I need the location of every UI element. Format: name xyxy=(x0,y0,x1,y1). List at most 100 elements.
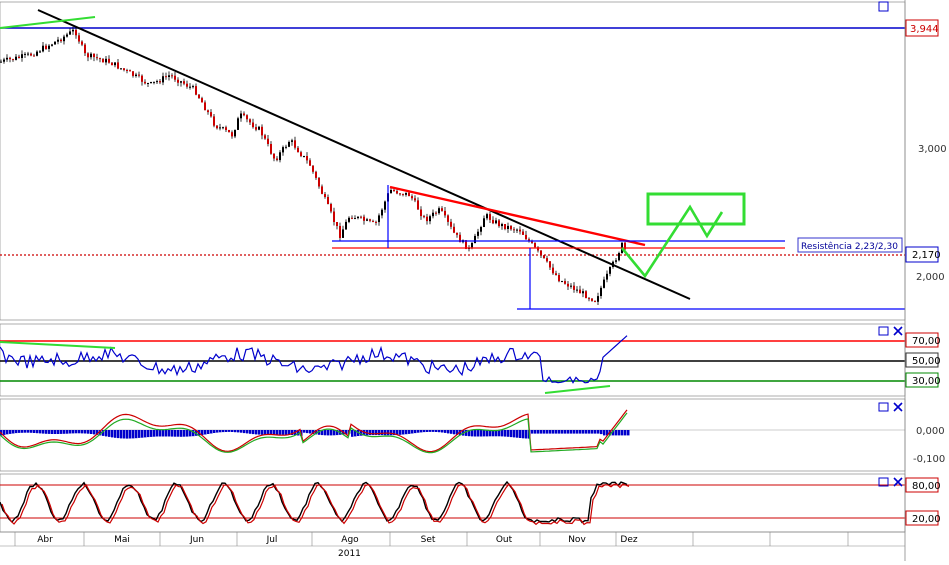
macd-bar xyxy=(183,430,186,437)
macd-bar xyxy=(315,430,318,435)
macd-line-red xyxy=(0,409,628,453)
price-label-2000: 2,000 xyxy=(916,272,945,283)
main-downtrend-line xyxy=(37,9,691,300)
macd-bar xyxy=(156,430,159,437)
candle-body xyxy=(561,281,563,283)
macd-bar xyxy=(597,430,600,434)
macd-bar xyxy=(21,430,24,433)
candle-body xyxy=(171,75,173,77)
candle-body xyxy=(168,75,170,77)
macd-bar xyxy=(264,430,267,435)
macd-bar xyxy=(81,430,84,434)
candle-body xyxy=(96,57,98,59)
macd-bar xyxy=(237,430,240,433)
candle-body xyxy=(540,250,542,256)
candle-body xyxy=(93,53,95,58)
macd-bar xyxy=(468,430,471,437)
candle-body xyxy=(0,61,2,63)
macd-histogram xyxy=(0,430,630,439)
macd-bar xyxy=(570,430,573,434)
macd-bar xyxy=(429,430,432,432)
macd-bar xyxy=(498,430,501,437)
macd-line-green xyxy=(0,412,628,454)
macd-bar xyxy=(522,430,525,439)
candle-body xyxy=(531,241,533,243)
macd-bar xyxy=(15,430,18,434)
rsi-panel xyxy=(0,323,906,397)
candle-body xyxy=(315,171,317,178)
macd-bar xyxy=(516,430,519,438)
candle-body xyxy=(159,81,161,83)
rsi-divergence-line-1 xyxy=(0,341,116,349)
stochastic-line-red xyxy=(1,483,630,526)
candle-body xyxy=(228,130,230,133)
candle-body xyxy=(147,83,149,84)
macd-bar xyxy=(543,430,546,434)
macd-bar xyxy=(396,430,399,435)
candle-body xyxy=(300,152,302,157)
macd-bar xyxy=(57,430,60,434)
macd-bar xyxy=(492,430,495,437)
candle-body xyxy=(423,216,425,218)
candle-body xyxy=(606,273,608,280)
candle-body xyxy=(279,152,281,161)
macd-bar xyxy=(84,430,87,434)
macd-bar xyxy=(249,430,252,434)
candle-body xyxy=(12,59,14,61)
macd-bar xyxy=(573,430,576,434)
candle-body xyxy=(588,298,590,300)
macd-bar xyxy=(576,430,579,434)
macd-bar xyxy=(120,430,123,439)
candle-body xyxy=(411,196,413,199)
rsi-maximize-icon[interactable] xyxy=(878,326,889,336)
price-label-box-3944 xyxy=(905,19,939,37)
macd-bar xyxy=(513,430,516,438)
macd-bar xyxy=(609,430,612,436)
macd-bar xyxy=(189,430,192,437)
rsi-divergence-line-2 xyxy=(544,385,611,394)
target-zone-box xyxy=(646,192,746,226)
candle-body xyxy=(405,192,407,195)
macd-bar xyxy=(291,430,294,435)
candle-body xyxy=(210,112,212,117)
macd-maximize-icon[interactable] xyxy=(878,402,889,412)
macd-bar xyxy=(186,430,189,437)
candle-body xyxy=(282,147,284,153)
macd-bar xyxy=(171,430,174,437)
macd-bar xyxy=(273,430,276,435)
macd-bar xyxy=(18,430,21,433)
rsi-close-icon[interactable] xyxy=(893,326,903,336)
macd-bar xyxy=(93,430,96,435)
macd-close-icon[interactable] xyxy=(893,402,903,412)
candle-body xyxy=(219,127,221,129)
macd-bar xyxy=(621,430,624,436)
candle-body xyxy=(375,221,377,223)
candle-body xyxy=(390,190,392,194)
macd-bar xyxy=(75,430,78,434)
macd-bar xyxy=(390,430,393,436)
candle-body xyxy=(192,86,194,88)
candle-body xyxy=(465,240,467,249)
macd-bar xyxy=(555,430,558,434)
macd-bar xyxy=(330,430,333,436)
macd-bar xyxy=(12,430,15,434)
candle-body xyxy=(618,253,620,261)
macd-bar xyxy=(207,430,210,434)
stoch-close-icon[interactable] xyxy=(893,477,903,487)
month-label: Ago xyxy=(341,535,359,545)
price-label-2170: 2,170 xyxy=(912,250,941,261)
stoch-maximize-icon[interactable] xyxy=(878,477,889,487)
macd-bar xyxy=(108,430,111,437)
candle-body xyxy=(33,55,35,57)
candle-body xyxy=(294,140,296,148)
panel-maximize-icon[interactable] xyxy=(878,1,889,12)
candle-body xyxy=(45,45,47,49)
candle-body xyxy=(513,229,515,231)
macd-bar xyxy=(369,430,372,436)
macd-bar xyxy=(27,430,30,433)
macd-bar xyxy=(525,430,528,439)
macd-bar xyxy=(591,430,594,434)
candle-body xyxy=(498,220,500,227)
candle-body xyxy=(24,53,26,55)
